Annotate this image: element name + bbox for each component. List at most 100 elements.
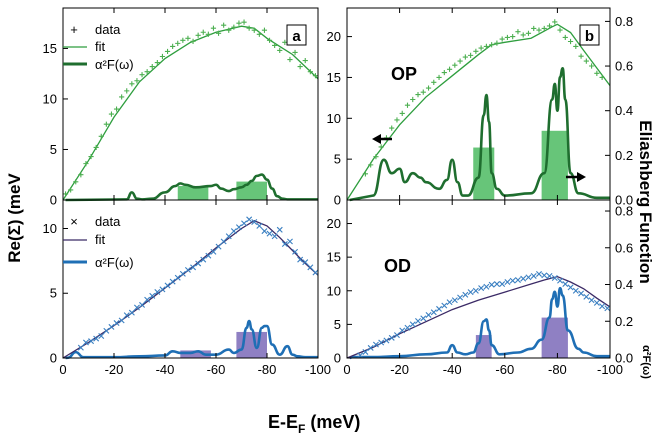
panel-d-data-point (383, 337, 390, 344)
panel-d-data-point (504, 279, 511, 286)
panel-c-data-point (154, 288, 161, 295)
x-tick-label: -100 (597, 362, 623, 377)
panel-a-data-point (83, 161, 89, 167)
legend-blue-a2f: α²F(ω) (95, 255, 134, 270)
panel-b-data-point (410, 96, 416, 103)
panel-c-data-point (230, 228, 237, 235)
y-tick-label: 10 (327, 283, 341, 298)
panel-b-data-point (368, 162, 374, 168)
panel-c-data-point (271, 233, 278, 240)
panel-d-data-point (378, 339, 385, 346)
panel-b-data-point (420, 89, 426, 95)
panel-a-data-point (272, 42, 278, 48)
panel-b-data-point (525, 30, 532, 36)
panel-a-data-point (210, 25, 217, 31)
panel-b-data-point (494, 40, 500, 46)
panel-a-data-point (221, 22, 227, 28)
panel-c-data-point (261, 228, 268, 235)
panel-b-data-point (520, 32, 526, 38)
panel-d-data-point (514, 277, 521, 283)
panel-a-data-point (266, 37, 273, 43)
panel-c-data-point (241, 220, 248, 227)
y-axis-right-symbol: α²F(ω) (640, 345, 652, 379)
x-axis-title: E-EF (meV) (268, 412, 360, 436)
y-tick-label: 0 (334, 193, 341, 208)
tick-layer: 0 5 10 15 0 5 10 15 20 0.0 0.2 0.4 0.6 0.8 0 -20 -40 -60 -… (43, 8, 633, 377)
panel-d-data-point (604, 305, 611, 312)
panel-b-data-point (562, 34, 568, 41)
panel-d-data-point (441, 302, 448, 309)
panel-b-data-point (362, 171, 369, 177)
y-right-tick-label: 0.6 (615, 240, 633, 255)
panel-b-data-point (478, 45, 484, 51)
panel-b-data-point (457, 58, 463, 64)
label-od: OD (384, 256, 411, 276)
panel-d-data-point (388, 334, 395, 341)
panel-b-data-point (552, 19, 558, 25)
panel-c-frame (62, 199, 319, 359)
panel-d-data-point (362, 348, 369, 355)
panel-a-data-point (98, 133, 104, 139)
y-right-tick-label: 0.8 (615, 204, 633, 219)
x-axis-title-unit: (meV) (305, 412, 360, 432)
panel-c-data-point (149, 292, 156, 299)
panel-b-data-point (567, 38, 574, 45)
panel-c-data-point (225, 233, 232, 240)
panel-d-data-point (557, 277, 564, 284)
panel-b-data-point (531, 25, 537, 32)
panel-c-data-point (195, 260, 202, 267)
panel-d-data-point (399, 327, 406, 334)
panel-c-data-point (251, 219, 258, 226)
panel-b-data-point (483, 43, 489, 49)
panel-a-data-point (200, 29, 206, 35)
panel-a-data-point (88, 153, 94, 160)
panel-d-data-point (425, 311, 432, 318)
panel-b-data-point (515, 29, 521, 35)
legend-blue-fit: fit (95, 232, 106, 247)
y-right-tick-label: 0.2 (615, 148, 633, 163)
panel-d-data-point (372, 341, 379, 348)
panel-b-data-point (441, 69, 447, 76)
x-tick-label: -60 (207, 362, 226, 377)
panel-d-data-point (472, 287, 479, 294)
panel-c-data-point (174, 274, 181, 281)
panel-d-data-point (593, 299, 600, 306)
panel-b-data-point (473, 48, 479, 54)
panel-c-data-point (103, 327, 110, 334)
panel-d-data-point (578, 290, 585, 297)
panel-c-data-point (139, 301, 146, 308)
panel-c-data-point (302, 259, 309, 266)
panel-c-data-point (77, 344, 84, 351)
y-tick-label: 5 (50, 286, 57, 301)
panel-a-data-point (134, 78, 140, 84)
panel-c-data-point (98, 332, 105, 339)
panel-b-data-point (546, 23, 553, 29)
panel-a-data-point (180, 37, 186, 43)
panel-a-data-point (175, 40, 181, 46)
panel-a-a2f-curve (65, 173, 318, 202)
panel-c-data-point (169, 278, 176, 285)
panel-a-tag: a (292, 28, 301, 45)
panel-c-data-point (205, 252, 212, 259)
x-tick-label: -60 (495, 362, 514, 377)
legend-green: + data fit α²F(ω) (63, 22, 134, 72)
x-axis-title-sub: F (298, 422, 305, 436)
panel-c-data-point (184, 266, 191, 273)
panel-c-fit-line (62, 219, 319, 359)
panel-a-data-point (103, 121, 109, 127)
y-tick-label: 10 (327, 111, 341, 126)
panel-d-data-point (436, 305, 443, 312)
panel-b-data-point (373, 154, 379, 160)
panel-c-bar-1 (236, 331, 267, 358)
x-tick-label: -20 (105, 362, 124, 377)
panel-a-data-point (246, 25, 252, 31)
panel-d-data-point (499, 281, 506, 288)
y-tick-label: 5 (334, 152, 341, 167)
panel-a-data-point (129, 81, 135, 87)
y-right-tick-label: 0.4 (615, 103, 633, 118)
arrow-left-head (372, 134, 381, 144)
panel-b-bar-0 (473, 147, 495, 200)
panel-a-data-point (170, 43, 176, 49)
x-tick-label: -80 (258, 362, 277, 377)
panel-a-data-point (195, 32, 201, 38)
